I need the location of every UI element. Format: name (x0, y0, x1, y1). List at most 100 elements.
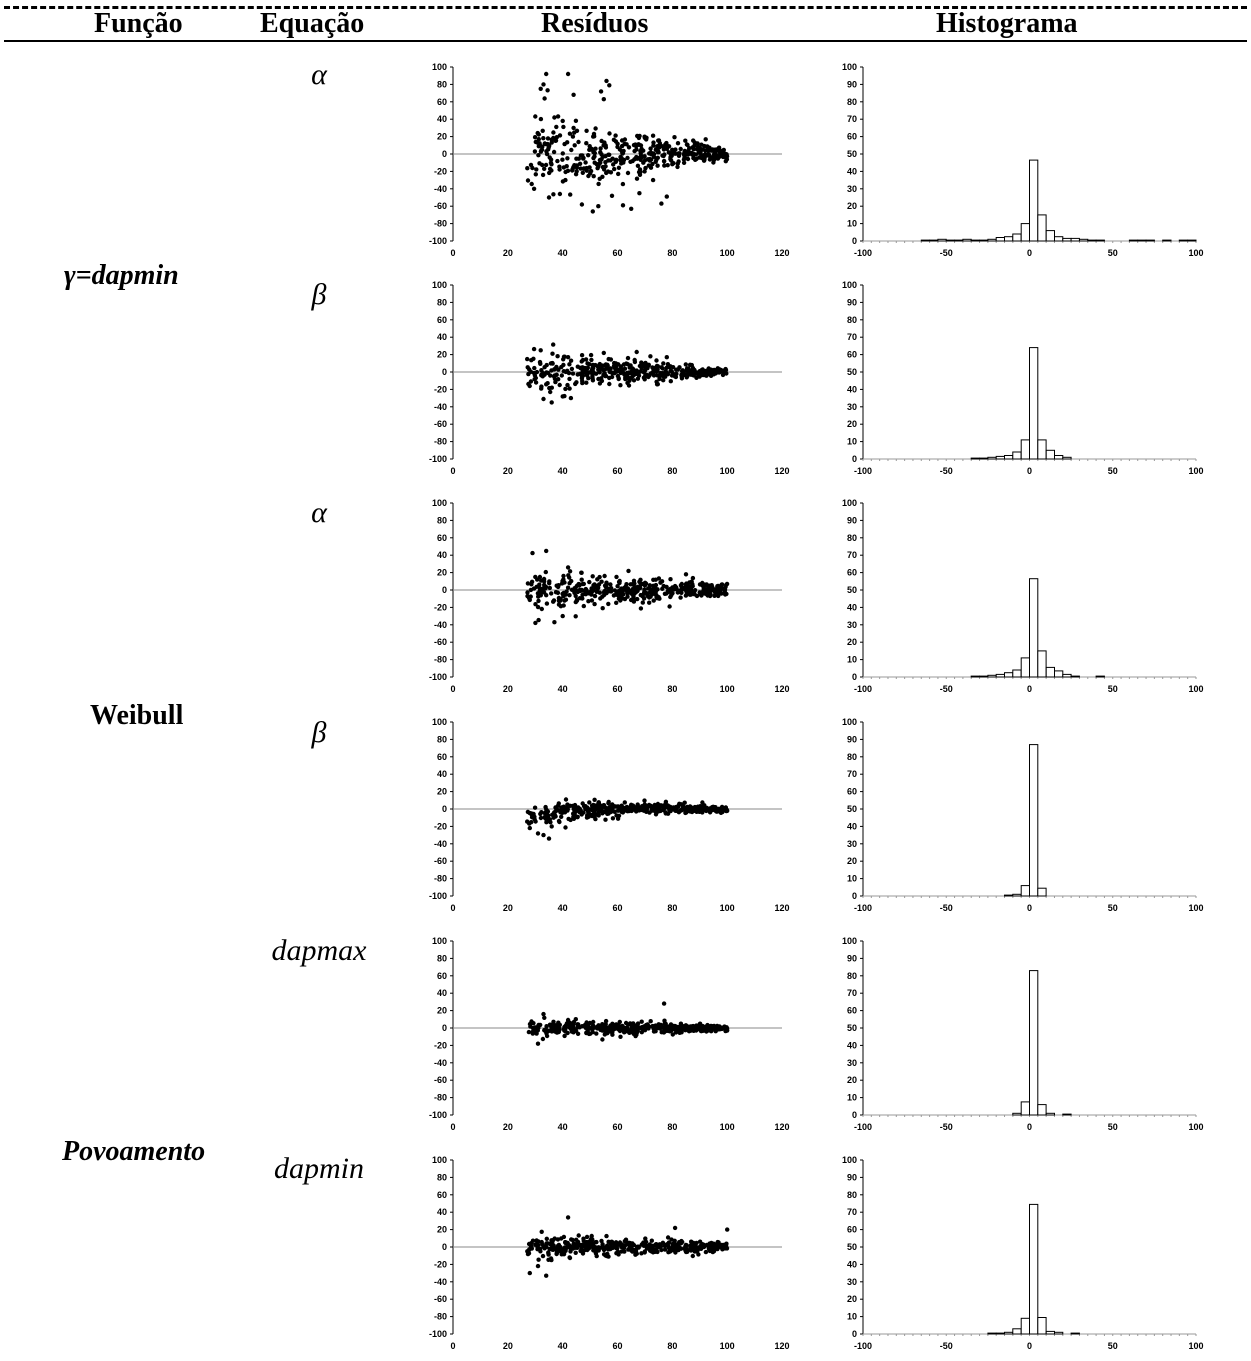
scatter-point (572, 163, 577, 168)
x-tick-label: 0 (450, 903, 455, 913)
scatter-point (568, 192, 573, 197)
scatter-point (599, 378, 605, 384)
histogram-bar (1070, 675, 1080, 678)
histogram-bar (1045, 230, 1055, 242)
scatter-point (563, 177, 568, 183)
scatter-point (526, 1029, 532, 1035)
y-tick-label: -100 (429, 1110, 447, 1120)
scatter-point (589, 1233, 594, 1239)
y-tick-label: 60 (847, 787, 857, 797)
scatter-point (563, 797, 569, 802)
scatter-point (611, 1022, 617, 1028)
scatter-point (553, 808, 558, 814)
scatter-point (559, 1252, 564, 1257)
scatter-point (542, 141, 548, 147)
x-tick-label: 100 (1188, 248, 1203, 258)
scatter-point (600, 811, 605, 816)
scatter-point (535, 1028, 540, 1033)
equation-label-row-5: dapmax (271, 934, 367, 967)
scatter-point (641, 370, 646, 375)
scatter-point (574, 128, 580, 133)
scatter-point (551, 130, 556, 135)
scatter-point (635, 1027, 640, 1032)
scatter-point (532, 365, 537, 371)
scatter-point (556, 367, 561, 372)
header-funcao: Função (94, 8, 183, 39)
scatter-point (578, 166, 583, 171)
scatter-point (571, 125, 576, 131)
scatter-point (674, 367, 679, 372)
scatter-point (598, 146, 603, 151)
scatter-point (525, 166, 530, 171)
scatter-point (537, 588, 542, 593)
scatter-point (596, 181, 601, 187)
y-tick-label: 50 (847, 1023, 857, 1033)
scatter-point (664, 370, 669, 375)
y-tick-label: 50 (847, 367, 857, 377)
scatter-point (568, 358, 574, 363)
y-tick-label: 30 (847, 184, 857, 194)
x-tick-label: 0 (450, 248, 455, 258)
y-tick-label: 20 (847, 1075, 857, 1085)
y-tick-label: 100 (842, 936, 857, 946)
x-tick-label: 80 (667, 684, 677, 694)
scatter-point (678, 595, 683, 600)
scatter-point (661, 803, 666, 808)
scatter-point (528, 587, 534, 593)
y-tick-label: -100 (429, 891, 447, 901)
scatter-point (649, 1238, 654, 1243)
y-tick-label: 40 (437, 769, 447, 779)
x-tick-label: 120 (774, 1341, 789, 1351)
scatter-point (544, 151, 550, 157)
histogram-bar (1070, 1332, 1080, 1335)
scatter-point (722, 370, 727, 375)
scatter-point (602, 573, 607, 579)
scatter-point (556, 377, 561, 382)
scatter-point (591, 583, 596, 588)
scatter-point (594, 161, 599, 167)
histogram-bar (979, 675, 989, 678)
y-tick-label: 60 (437, 315, 447, 325)
y-tick-label: 90 (847, 953, 857, 963)
scatter-point (592, 797, 597, 802)
scatter-point (700, 147, 705, 152)
scatter-point (543, 162, 549, 168)
x-tick-label: 50 (1108, 903, 1118, 913)
scatter-point (719, 582, 724, 587)
scatter-point (590, 1030, 595, 1035)
scatter-point (544, 1273, 549, 1278)
y-tick-label: 70 (847, 769, 857, 779)
scatter-point (562, 598, 567, 603)
scatter-point (620, 203, 626, 208)
scatter-point (567, 1025, 572, 1030)
scatter-point (549, 361, 554, 366)
equation-label-row-1: α (311, 58, 327, 91)
y-tick-label: 70 (847, 550, 857, 560)
scatter-point (560, 157, 565, 162)
scatter-point (540, 1036, 546, 1042)
scatter-point (628, 1240, 633, 1246)
scatter-point (544, 813, 549, 818)
scatter-point (527, 1270, 532, 1276)
scatter-point (635, 1021, 641, 1026)
scatter-point (625, 1022, 631, 1027)
y-tick-label: 90 (847, 297, 857, 307)
scatter-point (639, 360, 644, 365)
scatter-point (582, 365, 588, 371)
histogram-bar (1037, 650, 1047, 678)
scatter-point (650, 177, 656, 183)
scatter-point (629, 591, 634, 596)
scatter-point (586, 599, 591, 604)
scatter-point (529, 1019, 534, 1024)
scatter-point (583, 804, 588, 809)
scatter-point (561, 124, 566, 130)
scatter-point (595, 166, 600, 171)
scatter-point (559, 581, 565, 586)
scatter-point (724, 157, 730, 162)
scatter-point (550, 351, 555, 356)
scatter-point (583, 357, 589, 362)
scatter-point (536, 132, 541, 137)
scatter-point (547, 581, 552, 586)
scatter-point (597, 590, 602, 595)
scatter-point (666, 150, 671, 155)
